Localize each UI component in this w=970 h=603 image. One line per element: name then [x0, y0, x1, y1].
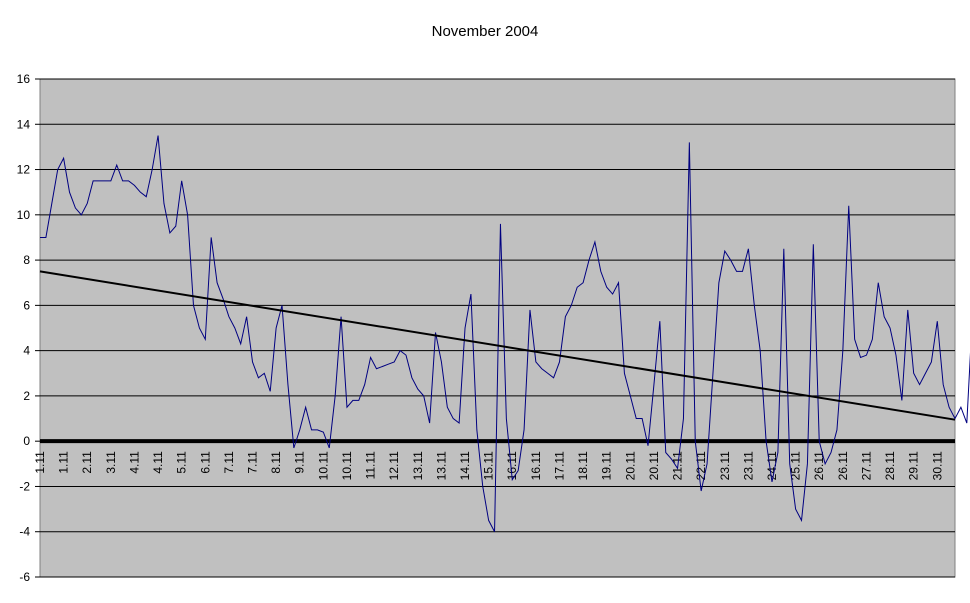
x-tick-label: 1.11	[57, 451, 71, 474]
y-tick-label: 16	[17, 72, 31, 86]
x-tick-label: 23.11	[718, 451, 732, 480]
x-tick-label: 12.11	[387, 451, 401, 480]
x-tick-label: 18.11	[576, 451, 590, 480]
x-tick-label: 5.11	[175, 451, 189, 474]
x-tick-label: 3.11	[104, 451, 118, 474]
x-tick-label: 20.11	[623, 451, 637, 480]
y-tick-label: 10	[17, 208, 31, 222]
x-tick-label: 7.11	[246, 451, 260, 474]
y-tick-label: -6	[19, 570, 30, 584]
x-tick-label: 7.11	[222, 451, 236, 474]
y-tick-label: -4	[19, 525, 30, 539]
x-tick-label: 4.11	[127, 451, 141, 474]
y-tick-label: 4	[23, 344, 30, 358]
x-tick-label: 10.11	[316, 451, 330, 480]
x-tick-label: 8.11	[269, 451, 283, 474]
x-tick-label: 15.11	[482, 451, 496, 480]
x-tick-label: 26.11	[812, 451, 826, 480]
x-tick-label: 20.11	[647, 451, 661, 480]
x-tick-label: 27.11	[859, 451, 873, 480]
x-tick-label: 16.11	[529, 451, 543, 480]
x-tick-label: 28.11	[883, 451, 897, 480]
y-tick-label: 0	[23, 434, 30, 448]
x-tick-label: 26.11	[836, 451, 850, 480]
x-tick-label: 29.11	[907, 451, 921, 480]
x-tick-label: 14.11	[458, 451, 472, 480]
x-tick-label: 17.11	[552, 451, 566, 480]
x-tick-label: 16.11	[505, 451, 519, 480]
y-tick-label: 2	[23, 389, 30, 403]
x-tick-label: 30.11	[930, 451, 944, 480]
x-tick-label: 9.11	[293, 451, 307, 474]
x-tick-label: 25.11	[789, 451, 803, 480]
y-tick-label: 8	[23, 253, 30, 267]
y-tick-label: 14	[17, 117, 31, 131]
x-tick-label: 1.11	[33, 451, 47, 474]
chart-title: November 2004	[432, 23, 539, 40]
x-tick-label: 23.11	[741, 451, 755, 480]
data-line	[40, 135, 970, 532]
x-tick-label: 6.11	[198, 451, 212, 474]
x-tick-label: 2.11	[80, 451, 94, 474]
x-tick-label: 13.11	[411, 451, 425, 480]
x-tick-label: 4.11	[151, 451, 165, 474]
y-tick-label: 6	[23, 298, 30, 312]
plot-area	[39, 78, 956, 578]
x-tick-label: 22.11	[694, 451, 708, 480]
y-tick-label: 12	[17, 163, 31, 177]
x-tick-label: 13.11	[434, 451, 448, 480]
x-tick-label: 11.11	[364, 451, 378, 480]
x-tick-label: 19.11	[600, 451, 614, 480]
x-tick-label: 10.11	[340, 451, 354, 480]
trend-line	[39, 270, 956, 421]
y-tick-label: -2	[19, 479, 30, 493]
